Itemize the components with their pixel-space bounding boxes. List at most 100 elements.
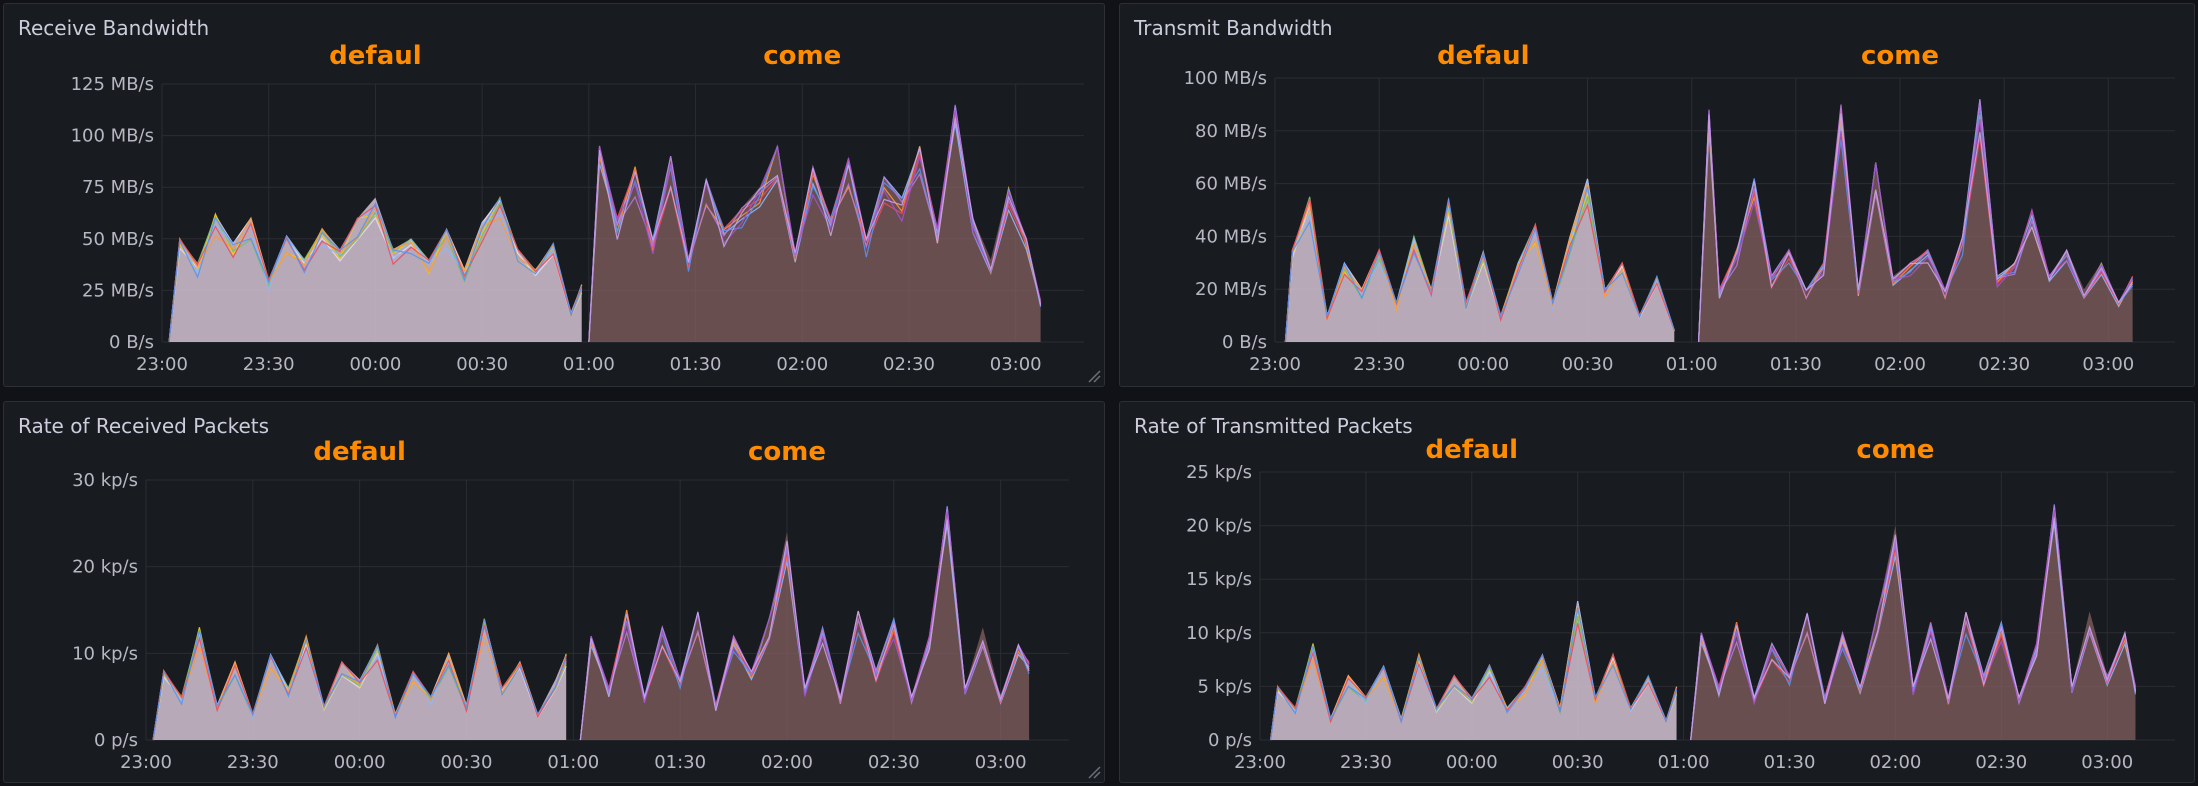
series-line xyxy=(1690,517,2137,741)
series-line xyxy=(588,118,1042,343)
y-tick-label: 75 MB/s xyxy=(82,177,154,198)
y-tick-label: 0 p/s xyxy=(1208,730,1252,751)
y-tick-label: 30 kp/s xyxy=(72,470,138,491)
x-tick-label: 01:30 xyxy=(670,354,722,375)
x-tick-label: 23:00 xyxy=(120,752,172,773)
x-tick-label: 02:00 xyxy=(761,752,813,773)
x-tick-label: 01:00 xyxy=(1666,354,1718,375)
annotation-label: come xyxy=(1856,435,1934,465)
series-line xyxy=(1698,113,2134,343)
x-tick-label: 00:30 xyxy=(1552,752,1604,773)
series-line xyxy=(1270,607,1678,741)
x-tick-label: 03:00 xyxy=(975,752,1027,773)
x-tick-label: 00:00 xyxy=(1446,752,1498,773)
series-line xyxy=(168,204,583,343)
y-tick-label: 40 MB/s xyxy=(1195,226,1267,247)
panel-title: Transmit Bandwidth xyxy=(1134,16,1333,40)
series-line xyxy=(168,196,583,343)
series-line xyxy=(168,206,583,343)
resize-handle-icon[interactable] xyxy=(1087,369,1101,383)
series-line xyxy=(152,619,567,741)
y-tick-label: 5 kp/s xyxy=(1198,676,1252,697)
annotation-label: come xyxy=(748,437,826,467)
y-tick-label: 15 kp/s xyxy=(1186,569,1252,590)
x-tick-label: 01:30 xyxy=(654,752,706,773)
x-tick-label: 03:00 xyxy=(990,354,1042,375)
chart-transmit-bandwidth[interactable]: 0 B/s 20 MB/s 40 MB/s 60 MB/s 80 MB/s 100 MB/… xyxy=(1120,4,2195,387)
y-tick-label: 20 kp/s xyxy=(1186,516,1252,537)
panel-received-packets: Rate of Received Packets 0 p/s 10 kp/s 20 … xyxy=(3,401,1105,783)
chart-transmitted-packets[interactable]: 0 p/s 5 kp/s 10 kp/s 15 kp/s 20 kp/s 25 kp/s 2… xyxy=(1120,402,2195,783)
series-area xyxy=(153,618,567,740)
annotation-label: defaul xyxy=(329,41,422,71)
chart-receive-bandwidth[interactable]: 0 B/s 25 MB/s 50 MB/s 75 MB/s 100 MB/s 125 MB… xyxy=(4,4,1105,387)
x-tick-label: 01:30 xyxy=(1770,354,1822,375)
x-tick-label: 02:30 xyxy=(868,752,920,773)
series-area xyxy=(1698,99,2133,342)
y-tick-label: 0 B/s xyxy=(1222,332,1267,353)
x-tick-label: 01:30 xyxy=(1764,752,1816,773)
y-tick-label: 25 kp/s xyxy=(1186,462,1252,483)
annotation-label: come xyxy=(763,41,841,71)
y-tick-label: 125 MB/s xyxy=(71,74,154,95)
y-tick-label: 10 kp/s xyxy=(72,643,138,664)
annotation-label: defaul xyxy=(1437,41,1530,71)
chart-received-packets[interactable]: 0 p/s 10 kp/s 20 kp/s 30 kp/s 23:00 23:30 00:0… xyxy=(4,402,1105,783)
x-tick-label: 02:30 xyxy=(1975,752,2027,773)
annotation-label: defaul xyxy=(1426,435,1519,465)
x-tick-label: 02:30 xyxy=(1978,354,2030,375)
x-tick-label: 01:00 xyxy=(1658,752,1710,773)
series-area xyxy=(588,104,1041,342)
series-line xyxy=(1698,107,2134,343)
x-tick-label: 02:00 xyxy=(1869,752,1921,773)
x-tick-label: 23:30 xyxy=(1353,354,1405,375)
y-tick-label: 60 MB/s xyxy=(1195,174,1267,195)
y-tick-label: 50 MB/s xyxy=(82,229,154,250)
x-tick-label: 01:00 xyxy=(547,752,599,773)
x-tick-label: 23:30 xyxy=(243,354,295,375)
x-tick-label: 03:00 xyxy=(2082,354,2134,375)
x-tick-label: 02:00 xyxy=(776,354,828,375)
panel-title: Rate of Transmitted Packets xyxy=(1134,414,1413,438)
series-line xyxy=(579,519,1030,741)
series-line xyxy=(588,123,1042,343)
series-line xyxy=(1698,110,2134,343)
x-tick-label: 01:00 xyxy=(563,354,615,375)
x-tick-label: 02:00 xyxy=(1874,354,1926,375)
x-tick-label: 23:00 xyxy=(136,354,188,375)
x-tick-label: 00:00 xyxy=(334,752,386,773)
y-tick-label: 10 kp/s xyxy=(1186,623,1252,644)
y-tick-label: 20 MB/s xyxy=(1195,279,1267,300)
y-tick-label: 0 p/s xyxy=(94,730,138,751)
x-tick-label: 03:00 xyxy=(2081,752,2133,773)
annotation-label: come xyxy=(1861,41,1939,71)
x-tick-label: 23:30 xyxy=(1340,752,1392,773)
series-line xyxy=(1284,186,1675,343)
x-tick-label: 02:30 xyxy=(883,354,935,375)
x-tick-label: 23:00 xyxy=(1249,354,1301,375)
annotation-label: defaul xyxy=(313,437,406,467)
x-tick-label: 23:30 xyxy=(227,752,279,773)
panel-transmitted-packets: Rate of Transmitted Packets 0 p/s 5 kp/s 1… xyxy=(1119,401,2195,783)
series-area xyxy=(1690,504,2136,740)
y-tick-label: 100 MB/s xyxy=(71,126,154,147)
panel-title: Rate of Received Packets xyxy=(18,414,270,438)
resize-handle-icon[interactable] xyxy=(1087,765,1101,779)
y-tick-label: 20 kp/s xyxy=(72,557,138,578)
x-tick-label: 23:00 xyxy=(1234,752,1286,773)
y-tick-label: 25 MB/s xyxy=(82,280,154,301)
panel-receive-bandwidth: Receive Bandwidth 0 B/s 25 MB/s 50 MB/s 75 … xyxy=(3,3,1105,387)
y-tick-label: 100 MB/s xyxy=(1184,68,1267,89)
x-tick-label: 00:30 xyxy=(1562,354,1614,375)
series-area xyxy=(580,506,1030,740)
series-line xyxy=(152,625,567,741)
y-tick-label: 0 B/s xyxy=(109,332,154,353)
series-area xyxy=(1285,178,1675,342)
x-tick-label: 00:30 xyxy=(441,752,493,773)
panel-transmit-bandwidth: Transmit Bandwidth 0 B/s 20 MB/s 40 MB/s 60… xyxy=(1119,3,2195,387)
x-tick-label: 00:00 xyxy=(1457,354,1509,375)
y-tick-label: 80 MB/s xyxy=(1195,121,1267,142)
x-tick-label: 00:30 xyxy=(456,354,508,375)
panel-title: Receive Bandwidth xyxy=(18,16,210,40)
x-tick-label: 00:00 xyxy=(349,354,401,375)
